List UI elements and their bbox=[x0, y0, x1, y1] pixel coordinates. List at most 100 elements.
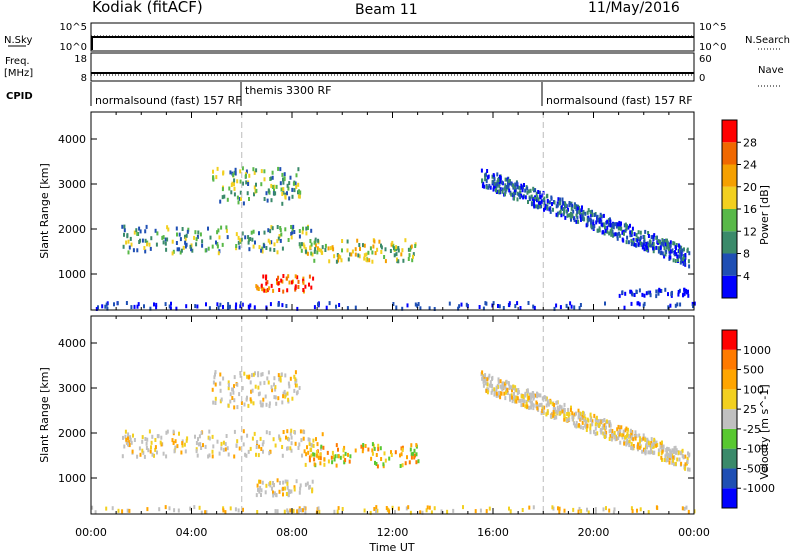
power-echo-cell bbox=[606, 229, 609, 234]
power-echo-cell bbox=[175, 306, 178, 311]
power-echo-cell bbox=[555, 212, 558, 217]
velocity-echo-cell bbox=[300, 438, 303, 443]
power-echo-cell bbox=[186, 229, 189, 234]
power-echo-cell bbox=[248, 237, 250, 242]
velocity-echo-cell bbox=[586, 424, 589, 429]
velocity-echo-cell bbox=[259, 485, 262, 490]
power-echo-cell bbox=[233, 186, 236, 191]
velocity-echo-cell bbox=[545, 403, 548, 408]
velocity-echo-cell bbox=[591, 419, 594, 424]
x-tick-label: 04:00 bbox=[176, 526, 208, 539]
velocity-echo-cell bbox=[185, 438, 188, 443]
power-echo-cell bbox=[393, 246, 395, 251]
power-echo-cell bbox=[533, 305, 536, 310]
power-echo-cell bbox=[380, 245, 383, 250]
power-echo-cell bbox=[610, 228, 613, 233]
power-echo-cell bbox=[491, 303, 494, 308]
velocity-echo-cell bbox=[268, 431, 271, 436]
velocity-echo-cell bbox=[593, 430, 596, 435]
power-echo-cell bbox=[414, 244, 417, 248]
power-echo-cell bbox=[302, 280, 305, 285]
power-echo-cell bbox=[612, 224, 615, 229]
power-echo-cell bbox=[212, 175, 215, 180]
power-echo-cell bbox=[143, 304, 145, 309]
velocity-echo-cell bbox=[197, 437, 199, 442]
power-echo-cell bbox=[669, 243, 672, 248]
velocity-echo-cell bbox=[675, 448, 678, 453]
power-echo-cell bbox=[245, 169, 248, 174]
power-echo-cell bbox=[222, 171, 225, 176]
velocity-echo-cell bbox=[530, 401, 533, 406]
power-echo-cell bbox=[505, 185, 508, 189]
power-echo-cell bbox=[245, 180, 248, 185]
power-echo-cell bbox=[520, 185, 523, 190]
velocity-echo-cell bbox=[488, 383, 491, 388]
velocity-echo-cell bbox=[295, 479, 298, 484]
power-echo-cell bbox=[492, 301, 495, 306]
velocity-echo-cell bbox=[277, 373, 280, 378]
velocity-echo-cell bbox=[242, 442, 245, 447]
velocity-echo-cell bbox=[270, 385, 273, 390]
power-echo-cell bbox=[212, 177, 215, 182]
power-echo-cell bbox=[279, 238, 282, 243]
power-echo-cell bbox=[263, 177, 266, 182]
power-echo-cell bbox=[556, 203, 559, 208]
velocity-echo-cell bbox=[497, 393, 500, 398]
power-echo-cell bbox=[395, 252, 398, 257]
power-echo-cell bbox=[590, 224, 593, 229]
velocity-echo-cell bbox=[125, 437, 128, 442]
nave-label: Nave bbox=[758, 65, 784, 76]
velocity-echo-cell bbox=[200, 446, 203, 450]
power-echo-cell bbox=[286, 191, 288, 196]
velocity-echo-cell bbox=[404, 461, 407, 466]
velocity-echo-cell bbox=[627, 427, 629, 432]
velocity-echo-cell bbox=[615, 434, 617, 439]
power-echo-cell bbox=[668, 242, 671, 247]
velocity-ytick-label: 1000 bbox=[58, 472, 86, 485]
velocity-echo-cell bbox=[681, 506, 684, 511]
velocity-echo-cell bbox=[274, 509, 277, 514]
velocity-echo-cell bbox=[247, 403, 250, 408]
velocity-echo-cell bbox=[563, 402, 566, 407]
velocity-echo-cell bbox=[414, 453, 416, 458]
power-echo-cell bbox=[270, 183, 273, 188]
velocity-echo-cell bbox=[560, 405, 563, 410]
power-echo-cell bbox=[513, 185, 516, 190]
velocity-echo-cell bbox=[636, 445, 639, 450]
power-echo-cell bbox=[682, 254, 685, 258]
velocity-echo-cell bbox=[259, 400, 262, 405]
velocity-echo-cell bbox=[383, 451, 386, 456]
velocity-echo-cell bbox=[558, 506, 561, 511]
velocity-echo-cell bbox=[268, 404, 271, 409]
velocity-echo-cell bbox=[237, 508, 240, 513]
velocity-echo-cell bbox=[571, 411, 574, 416]
velocity-echo-cell bbox=[199, 442, 202, 447]
power-echo-cell bbox=[228, 186, 231, 191]
power-ytick-label: 3000 bbox=[58, 178, 86, 191]
power-echo-cell bbox=[349, 252, 352, 257]
freq-unit: [MHz] bbox=[4, 68, 33, 79]
power-echo-cell bbox=[230, 183, 233, 187]
power-echo-cell bbox=[307, 226, 309, 230]
velocity-ytick-label: 3000 bbox=[58, 382, 86, 395]
velocity-echo-cell bbox=[211, 387, 214, 392]
velocity-echo-cell bbox=[589, 412, 592, 417]
power-echo-cell bbox=[492, 180, 495, 185]
power-echo-cell bbox=[180, 248, 183, 253]
power-echo-cell bbox=[686, 248, 689, 253]
velocity-echo-cell bbox=[497, 380, 500, 385]
velocity-echo-cell bbox=[559, 404, 561, 409]
velocity-echo-cell bbox=[154, 447, 157, 452]
power-echo-cell bbox=[233, 182, 235, 187]
velocity-echo-cell bbox=[491, 388, 494, 393]
power-echo-cell bbox=[248, 173, 251, 178]
velocity-echo-cell bbox=[279, 375, 282, 380]
velocity-echo-cell bbox=[669, 450, 672, 455]
power-echo-cell bbox=[297, 194, 300, 199]
power-echo-cell bbox=[580, 217, 582, 222]
power-echo-cell bbox=[270, 283, 273, 288]
velocity-echo-cell bbox=[264, 490, 267, 495]
power-echo-cell bbox=[659, 251, 662, 256]
velocity-echo-cell bbox=[481, 376, 484, 381]
velocity-echo-cell bbox=[377, 447, 380, 452]
